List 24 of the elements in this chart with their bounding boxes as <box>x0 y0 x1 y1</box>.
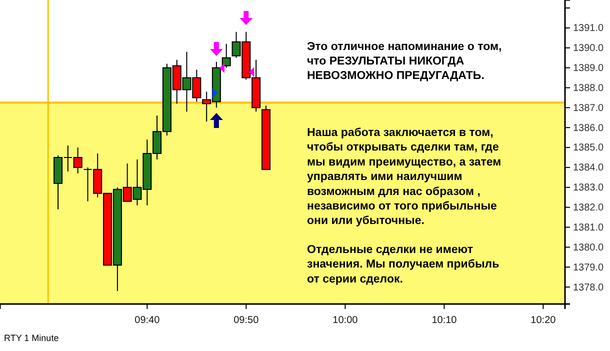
y-tick-label: 1389.0 <box>573 62 604 74</box>
annotation: Это отличное напоминание о том, что РЕЗУЛЬТАТЫ НИКОГДА НЕВОЗМОЖНО ПРЕДУГАДАТЬ. <box>307 41 502 82</box>
x-tick-label: 10:10 <box>432 315 458 326</box>
x-tick-label: 10:20 <box>530 315 556 326</box>
y-tick-label: 1387.0 <box>573 102 604 114</box>
y-tick-label: 1391.0 <box>573 23 604 34</box>
y-tick-label: 1386.0 <box>573 122 604 134</box>
y-tick-label: 1382.0 <box>573 202 604 214</box>
y-tick-label: 1378.0 <box>573 282 604 294</box>
y-tick-label: 1383.0 <box>573 182 604 194</box>
candlestick <box>222 43 231 68</box>
x-tick-label: 09:50 <box>234 315 260 326</box>
y-tick-label: 1388.0 <box>573 82 604 94</box>
text: RTY 1 Minute <box>4 333 59 343</box>
y-tick-label: 1384.0 <box>573 162 604 174</box>
annotation: Отдельные сделки не имеют значения. Мы получаем прибыль от серии сделок. <box>307 244 500 286</box>
y-tick-label: 1390.0 <box>573 43 604 54</box>
annotation: Наша работа заключается в том, чтобы открывать сделки там, где мы видим преимущество, а затем управлять ими наилучшим возможным для нас образом , независимо от того прибыльные они или убыточные. <box>307 127 502 228</box>
x-tick-label: 10:00 <box>332 315 358 326</box>
y-tick-label: 1379.0 <box>573 262 604 274</box>
y-tick-label: 1381.0 <box>573 222 604 234</box>
x-tick-label: 09:40 <box>134 315 160 326</box>
y-tick-label: 1380.0 <box>573 242 604 254</box>
y-tick-label: 1385.0 <box>573 142 604 154</box>
